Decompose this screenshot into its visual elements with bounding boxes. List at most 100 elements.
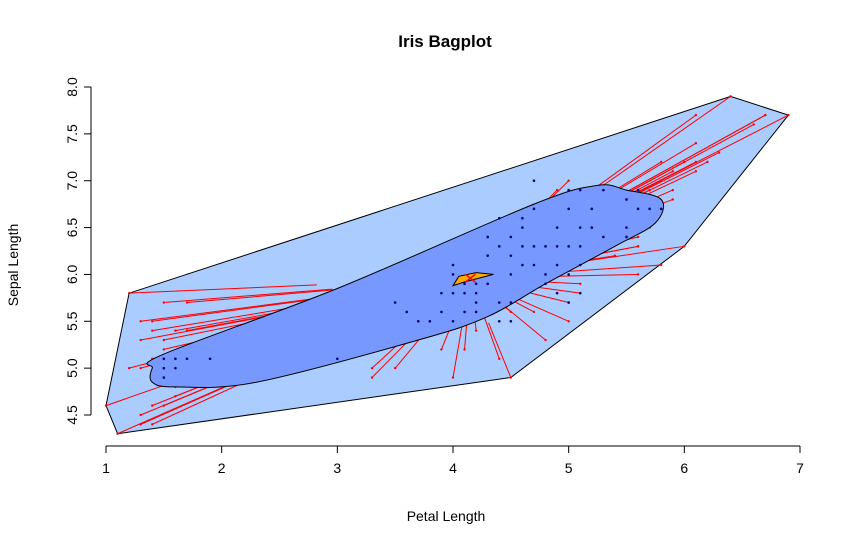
inner-point (336, 357, 339, 361)
inner-point (463, 291, 466, 295)
y-axis-ticks: 4.5 5.0 5.5 6.0 6.5 7.0 7.5 8.0 (64, 77, 91, 425)
outer-point (139, 423, 142, 426)
inner-point (578, 291, 582, 295)
outer-point (393, 366, 397, 370)
inner-point (578, 263, 582, 267)
outer-point (706, 160, 709, 164)
outer-point (151, 320, 154, 323)
inner-point (474, 310, 478, 314)
outer-point (127, 366, 131, 370)
outer-point (671, 170, 674, 173)
center-region (451, 272, 494, 287)
whisker-line (163, 288, 333, 304)
x-tick-label: 6 (680, 460, 688, 476)
inner-point (451, 263, 455, 267)
inner-point (648, 207, 651, 211)
inner-point (625, 235, 628, 239)
inner-point (555, 291, 559, 295)
inner-point (636, 188, 640, 192)
outer-point (116, 432, 119, 435)
inner-point (590, 207, 594, 211)
whisker-line (602, 114, 766, 206)
x-tick-label: 3 (333, 460, 341, 476)
outer-point (636, 273, 640, 276)
x-tick-label: 1 (102, 460, 110, 476)
outer-point (498, 357, 501, 360)
whisker-line (140, 297, 323, 322)
outer-point (162, 301, 166, 304)
whisker-line (488, 322, 512, 378)
inner-point (162, 366, 166, 370)
outer-point (567, 179, 570, 182)
inner-point (578, 245, 582, 248)
inner-point (567, 207, 570, 211)
outer-point (764, 113, 767, 117)
inner-point (532, 207, 536, 211)
inner-point (509, 319, 513, 323)
chart-title: Iris Bagplot (398, 32, 492, 51)
outer-point (127, 291, 131, 295)
outer-point (463, 348, 466, 351)
inner-point (567, 273, 570, 276)
outer-point (174, 329, 177, 332)
data-points (162, 179, 663, 379)
y-tick-label: 5.5 (64, 311, 80, 331)
bag-region (146, 184, 665, 388)
inner-point (497, 216, 501, 220)
inner-point (555, 245, 559, 248)
inner-point (509, 273, 513, 276)
inner-point (486, 282, 490, 286)
inner-point (497, 319, 501, 323)
x-tick-label: 2 (218, 460, 226, 476)
y-tick-label: 7.5 (64, 124, 80, 144)
inner-point (474, 282, 478, 286)
outer-point (370, 366, 374, 370)
outer-point (532, 310, 536, 314)
inner-point (509, 235, 513, 239)
whisker-line (514, 297, 569, 322)
inner-point (602, 235, 605, 239)
inner-point (521, 216, 524, 220)
whisker-line (152, 297, 328, 322)
bag-polygon (146, 184, 665, 388)
inner-point (578, 226, 582, 229)
whisker-line (503, 305, 546, 341)
inner-point (567, 245, 570, 248)
outer-point (139, 320, 142, 323)
outer-point (509, 376, 513, 379)
outer-point (567, 320, 570, 323)
outer-point (694, 113, 698, 117)
inner-point (544, 282, 547, 286)
inner-point (486, 235, 490, 239)
x-axis-label: Petal Length (407, 508, 486, 524)
inner-point (463, 310, 466, 314)
inner-point (578, 188, 582, 192)
inner-point (451, 291, 455, 295)
outer-point (636, 235, 640, 239)
inner-point (463, 282, 466, 286)
outer-point (162, 348, 166, 351)
inner-point (393, 301, 397, 304)
outer-point (104, 404, 108, 407)
inner-point (544, 245, 547, 248)
outer-point (683, 160, 686, 164)
x-tick-label: 4 (449, 460, 457, 476)
outer-point (683, 245, 686, 248)
outer-point (694, 170, 698, 173)
inner-point (602, 188, 605, 192)
inner-point (162, 376, 166, 379)
whisker-line (556, 264, 662, 273)
outer-point (151, 329, 154, 332)
inner-point (428, 319, 432, 323)
whisker-line (129, 284, 317, 294)
inner-point (497, 301, 501, 304)
inner-point (405, 310, 409, 314)
inner-point (567, 301, 570, 304)
inner-point (474, 301, 478, 304)
outer-point (660, 160, 663, 164)
inner-point (440, 310, 443, 314)
whisker-line (545, 273, 639, 277)
whisker-line (587, 95, 731, 197)
y-tick-label: 5.0 (64, 358, 80, 378)
